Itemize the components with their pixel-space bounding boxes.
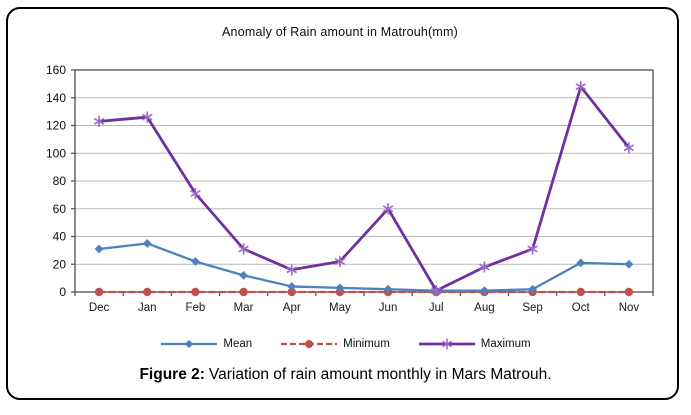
diamond-marker-icon: [142, 239, 152, 248]
x-axis-label: Sep: [522, 302, 542, 314]
x-axis-label: Oct: [572, 302, 591, 314]
x-axis-label: May: [329, 302, 351, 314]
series-maximum: [93, 81, 635, 297]
maximum-line-sample-icon: [418, 338, 475, 350]
diamond-marker-icon: [528, 284, 537, 294]
diamond-marker-icon: [480, 286, 489, 296]
y-axis-label: 0: [59, 285, 66, 299]
asterisk-marker-icon: [238, 243, 249, 255]
asterisk-marker-icon: [441, 338, 452, 350]
diamond-marker-icon: [576, 258, 586, 268]
caption-label: Figure 2:: [139, 366, 205, 383]
diamond-marker-icon: [94, 244, 104, 254]
y-axis-label: 120: [46, 119, 66, 133]
asterisk-marker-icon: [190, 187, 201, 200]
circle-marker-icon: [624, 287, 634, 297]
asterisk-marker-icon: [623, 142, 635, 154]
minimum-line-sample-icon: [281, 340, 338, 348]
asterisk-marker-icon: [479, 261, 490, 273]
caption-text: Variation of rain amount monthly in Mars…: [208, 366, 552, 383]
circle-marker-icon: [94, 287, 104, 297]
legend-label-mean: Mean: [223, 338, 253, 350]
diamond-marker-icon: [383, 284, 393, 294]
y-axis-label: 80: [53, 174, 67, 188]
x-axis-label: Mar: [234, 302, 254, 314]
diamond-marker-icon: [239, 270, 248, 280]
diamond-marker-icon: [335, 283, 345, 293]
circle-marker-icon: [191, 287, 200, 297]
x-axis-label: Jan: [138, 302, 157, 314]
legend-label-maximum: Maximum: [480, 338, 531, 350]
circle-marker-icon: [305, 340, 314, 348]
asterisk-marker-icon: [382, 203, 394, 215]
y-axis-label: 60: [53, 202, 67, 216]
y-axis-label: 140: [46, 91, 66, 105]
x-axis-label: Jul: [429, 302, 444, 314]
series-mean: [94, 239, 634, 296]
gridlines: [75, 69, 653, 293]
mean-line-sample-icon: [161, 339, 218, 349]
x-axis-label: Aug: [474, 302, 494, 314]
asterisk-marker-icon: [575, 81, 586, 93]
x-axis-label: Nov: [619, 302, 640, 314]
circle-marker-icon: [576, 287, 585, 297]
x-axis-label: Jun: [379, 302, 398, 314]
diamond-marker-icon: [287, 282, 297, 291]
chart-title: Anomaly of Rain amount in Matrouh(mm): [222, 25, 458, 39]
circle-marker-icon: [239, 287, 248, 297]
circle-marker-icon: [143, 287, 152, 297]
y-axis-label: 20: [53, 257, 67, 271]
legend-item-maximum: Maximum: [418, 337, 531, 351]
chart-legend: Mean Minimum Maximum: [0, 337, 691, 351]
diamond-marker-icon: [185, 339, 194, 349]
figure-caption: Figure 2: Variation of rain amount monthl…: [0, 366, 691, 384]
x-axis-label: Feb: [186, 302, 206, 314]
x-axis-label: Dec: [89, 302, 110, 314]
legend-label-minimum: Minimum: [343, 338, 390, 350]
legend-item-minimum: Minimum: [280, 337, 390, 351]
y-axis-label: 40: [53, 230, 67, 244]
circle-marker-icon: [287, 287, 296, 297]
y-axis-label: 100: [46, 146, 66, 160]
asterisk-marker-icon: [142, 111, 153, 123]
asterisk-marker-icon: [93, 115, 105, 127]
y-axis-label: 160: [46, 63, 66, 77]
asterisk-marker-icon: [431, 285, 442, 297]
x-axis-label: Apr: [283, 302, 301, 314]
diamond-marker-icon: [624, 259, 634, 269]
legend-item-mean: Mean: [160, 337, 252, 351]
asterisk-marker-icon: [286, 264, 297, 276]
line-chart-plot: 0 20 40 60 80 100 120 140 160 Dec Jan Feb Mar Apr May J…: [46, 63, 654, 314]
diamond-marker-icon: [191, 257, 200, 266]
asterisk-marker-icon: [334, 255, 346, 268]
asterisk-marker-icon: [527, 243, 538, 255]
